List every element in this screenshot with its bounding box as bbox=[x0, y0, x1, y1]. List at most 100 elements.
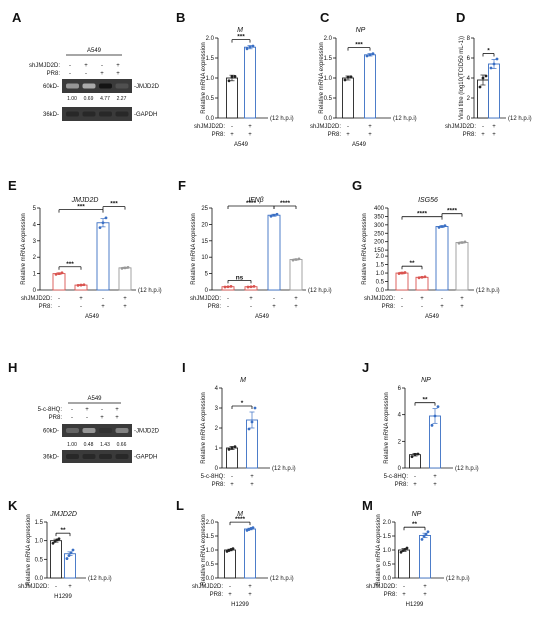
y-axis-label-K: Relative mRNA expression bbox=[26, 514, 32, 585]
row-sign-E: - bbox=[58, 304, 60, 310]
row-label-L: shJMJD2D: bbox=[192, 584, 223, 590]
data-point-I bbox=[247, 427, 251, 431]
data-point-M bbox=[420, 537, 424, 541]
blot-band bbox=[82, 111, 96, 117]
data-point-E bbox=[120, 266, 124, 270]
blot-sign: + bbox=[100, 71, 104, 77]
y-tick-label-I: 4 bbox=[215, 386, 219, 392]
data-point-E bbox=[82, 283, 86, 287]
blot-band bbox=[82, 83, 96, 89]
y-tick-label-L: 1.0 bbox=[206, 548, 215, 554]
sig-label-L: **** bbox=[235, 516, 246, 523]
data-point-G bbox=[420, 275, 424, 279]
data-point-B bbox=[248, 45, 252, 49]
blot-band bbox=[82, 428, 96, 433]
row-sign-E: + bbox=[79, 296, 83, 302]
y-tick-label-B: 0.0 bbox=[206, 116, 215, 122]
y-tick-label-L: 0.5 bbox=[206, 562, 215, 568]
data-point-K bbox=[69, 551, 73, 555]
row-sign-F: - bbox=[273, 296, 275, 302]
data-point-G bbox=[417, 276, 421, 280]
y-tick-label-M: 0.5 bbox=[383, 562, 392, 568]
row-sign-F: - bbox=[227, 296, 229, 302]
y-axis-label-E: Relative mRNA expression bbox=[21, 213, 27, 284]
data-point-E bbox=[57, 272, 61, 275]
row-label-G: shJMJD2D: bbox=[364, 296, 395, 302]
blot-band bbox=[66, 83, 79, 89]
blot-sign: + bbox=[115, 415, 119, 421]
blot-band bbox=[66, 454, 79, 459]
blot-row-label: shJMJD2D: bbox=[29, 63, 60, 69]
y-axis-label-I: Relative mRNA expression bbox=[201, 392, 207, 463]
panel-letter-I: I bbox=[182, 360, 186, 375]
data-point-K bbox=[51, 541, 55, 545]
data-point-K bbox=[65, 557, 69, 560]
y-tick-label-I: 0 bbox=[215, 466, 219, 472]
y-tick-label-G: 0.5 bbox=[376, 280, 385, 286]
group-label-K: H1299 bbox=[54, 594, 72, 600]
data-point-F bbox=[297, 257, 301, 261]
blot-protein-label: -GAPDH bbox=[134, 112, 157, 118]
data-point-F bbox=[294, 258, 298, 261]
y-tick-label-L: 0.0 bbox=[206, 576, 215, 582]
row-label-B: shJMJD2D: bbox=[194, 124, 225, 130]
row-sign-E: + bbox=[123, 304, 127, 310]
y-tick-label-J: 2 bbox=[398, 439, 402, 445]
row-sign-E: + bbox=[101, 304, 105, 310]
row-sign-D: + bbox=[492, 132, 496, 138]
row-sign-J: - bbox=[414, 474, 416, 480]
blot-sign: - bbox=[71, 407, 73, 413]
blot-quant-value: 1.00 bbox=[67, 442, 77, 448]
data-point-G bbox=[440, 225, 444, 228]
y-tick-label-E: 1 bbox=[33, 272, 37, 278]
bar-G bbox=[415, 276, 429, 291]
data-point-E bbox=[79, 283, 83, 287]
y-tick-label-E: 2 bbox=[33, 255, 37, 261]
row-sign-C: + bbox=[346, 132, 350, 138]
y-tick-label-B: 2.0 bbox=[206, 36, 215, 42]
sig-label-G: **** bbox=[447, 208, 458, 215]
blot-sign: + bbox=[115, 407, 119, 413]
data-point-G bbox=[400, 271, 404, 275]
row-label-I: PR8: bbox=[212, 482, 226, 488]
data-point-F bbox=[246, 285, 250, 289]
row-label-B: PR8: bbox=[212, 132, 226, 138]
sig-label-E: *** bbox=[66, 261, 74, 268]
blot-band bbox=[82, 454, 96, 459]
data-point-E bbox=[126, 265, 130, 269]
data-point-F bbox=[252, 284, 256, 288]
data-point-G bbox=[460, 241, 464, 244]
bar-E bbox=[52, 273, 66, 291]
y-axis-label-D: Viral titre (log10(TCID50 mL-1)) bbox=[459, 36, 465, 120]
chart-title-F: IFNβ bbox=[248, 197, 263, 204]
row-sign-E: - bbox=[102, 296, 104, 302]
bar-F bbox=[289, 259, 303, 291]
y-tick-label-M: 1.0 bbox=[383, 548, 392, 554]
data-point-G bbox=[403, 271, 407, 274]
y-axis-label-C: Relative mRNA expression bbox=[319, 42, 325, 113]
data-point-D bbox=[478, 85, 482, 89]
bar-E bbox=[96, 222, 110, 291]
chart-title-E: JMJD2D bbox=[71, 197, 99, 204]
row-sign-L: + bbox=[248, 592, 252, 598]
y-axis-label-B: Relative mRNA expression bbox=[201, 42, 207, 113]
y-tick-label-M: 1.5 bbox=[383, 534, 392, 540]
blot-sign: + bbox=[116, 71, 120, 77]
row-sign-F: - bbox=[227, 304, 229, 310]
group-label-G: A549 bbox=[425, 314, 440, 320]
data-point-D bbox=[492, 62, 496, 66]
data-point-F bbox=[275, 212, 279, 216]
y-tick-label-G: 1.0 bbox=[376, 271, 385, 277]
y-tick-label-G: 1.5 bbox=[376, 263, 385, 269]
bar-E bbox=[118, 267, 132, 291]
row-sign-F: + bbox=[249, 296, 253, 302]
data-point-C bbox=[368, 53, 372, 57]
row-sign-M: + bbox=[423, 584, 427, 590]
data-point-J bbox=[430, 423, 434, 427]
sig-label-E: *** bbox=[110, 201, 118, 208]
sig-label-J: ** bbox=[422, 397, 428, 404]
blot-sign: + bbox=[116, 63, 120, 69]
blot-sign: - bbox=[69, 71, 71, 77]
y-tick-label-E: 4 bbox=[33, 222, 37, 228]
data-point-K bbox=[71, 548, 75, 552]
